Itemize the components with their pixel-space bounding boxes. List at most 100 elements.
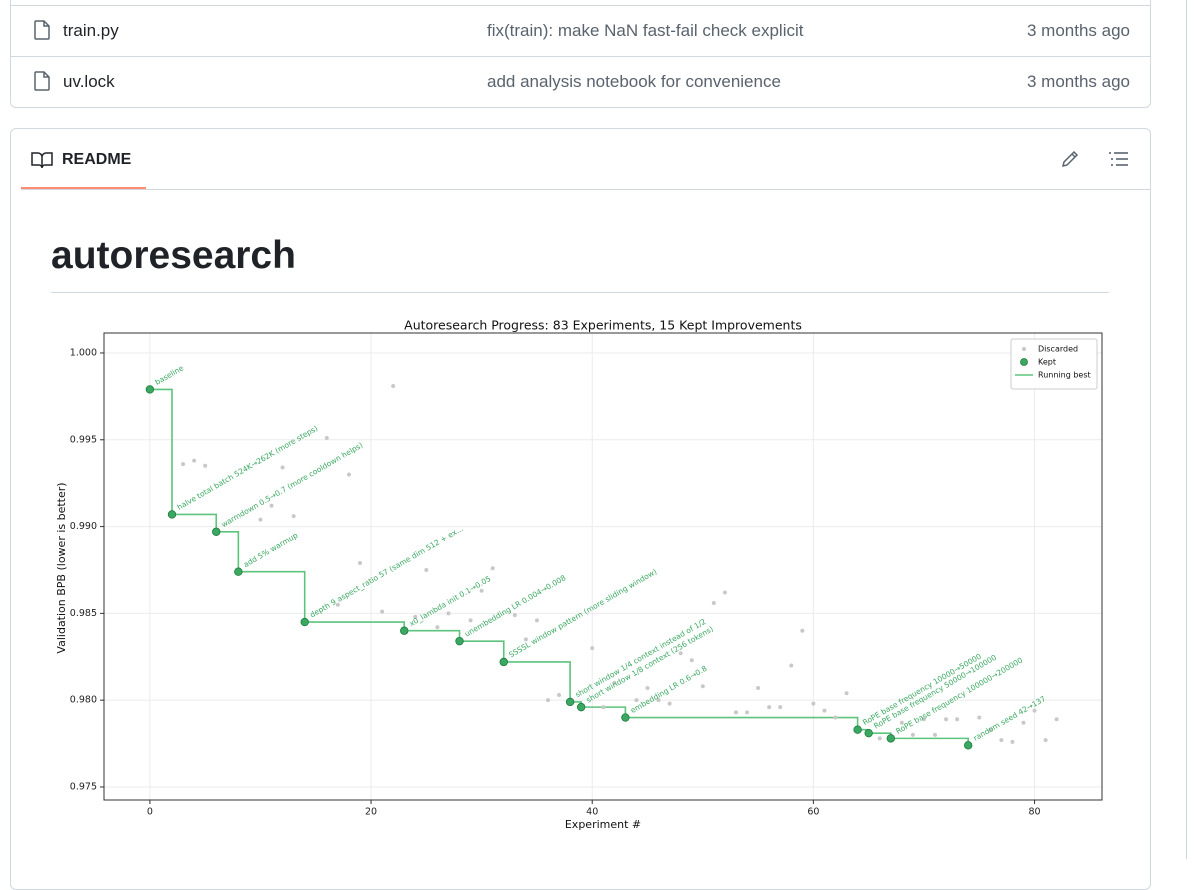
file-row: uv.lock add analysis notebook for conven… <box>11 56 1150 108</box>
discarded-point <box>745 710 750 715</box>
discarded-point <box>844 691 849 696</box>
discarded-point <box>944 717 949 722</box>
discarded-point <box>601 705 606 710</box>
kept-point <box>499 657 508 667</box>
discarded-point <box>203 463 208 468</box>
legend-swatch <box>1020 358 1028 366</box>
discarded-point <box>424 567 429 572</box>
commit-date: 3 months ago <box>1026 21 1130 40</box>
discarded-point <box>446 611 451 616</box>
kept-point <box>212 527 221 536</box>
discarded-point <box>523 637 528 642</box>
discarded-point <box>590 646 595 651</box>
y-tick-label: 0.990 <box>70 521 97 532</box>
discarded-point <box>1032 708 1037 713</box>
commit-message[interactable]: fix(train): make NaN fast-fail check exp… <box>487 21 804 40</box>
discarded-point <box>1021 720 1026 725</box>
discarded-point <box>1043 738 1048 743</box>
kept-point <box>886 734 895 743</box>
tab-underline <box>21 187 146 189</box>
x-tick-label: 60 <box>807 807 819 818</box>
y-tick-label: 0.975 <box>70 781 97 792</box>
x-tick-label: 0 <box>147 807 153 818</box>
discarded-point <box>733 710 738 715</box>
discarded-point <box>335 602 340 607</box>
point-annotation: halve total batch 524K→262K (more steps) <box>176 424 320 512</box>
discarded-point <box>612 680 617 685</box>
discarded-point <box>346 472 351 477</box>
file-name[interactable]: uv.lock <box>63 72 115 91</box>
discarded-point <box>999 738 1004 743</box>
x-tick-label: 20 <box>365 807 377 818</box>
legend-label: Running best <box>1038 371 1091 380</box>
discarded-point <box>800 628 805 633</box>
discarded-point <box>545 698 550 703</box>
point-annotation: short window 1/8 context (256 tokens) <box>585 624 715 704</box>
discarded-point <box>899 720 904 725</box>
discarded-point <box>634 698 639 703</box>
discarded-point <box>435 625 440 630</box>
legend-swatch <box>1022 347 1026 351</box>
point-annotation: random seed 42→137 <box>972 694 1048 743</box>
discarded-point <box>678 651 683 656</box>
x-tick-label: 80 <box>1028 807 1040 818</box>
discarded-point <box>479 588 484 593</box>
heading-rule <box>51 292 1109 293</box>
discarded-point <box>258 517 263 522</box>
kept-point <box>167 510 177 519</box>
kept-point <box>145 385 155 394</box>
legend-box <box>1010 338 1098 390</box>
file-icon <box>34 71 50 91</box>
outline-button[interactable] <box>1108 150 1130 168</box>
discarded-point <box>1010 739 1015 744</box>
edit-button[interactable] <box>1060 149 1080 169</box>
y-tick-label: 0.995 <box>70 434 97 445</box>
kept-point <box>400 626 409 635</box>
discarded-point <box>181 462 186 467</box>
discarded-point <box>822 708 827 713</box>
discarded-point <box>955 717 960 722</box>
discarded-point <box>645 686 650 691</box>
point-annotation: add 5% warmup <box>242 531 300 570</box>
discarded-point <box>291 514 296 519</box>
file-list: train.py fix(train): make NaN fast-fail … <box>10 0 1151 108</box>
kept-point <box>621 713 630 722</box>
file-icon <box>34 20 50 40</box>
discarded-point <box>280 465 285 470</box>
discarded-point <box>921 717 926 722</box>
readme-heading: autoresearch <box>51 234 296 277</box>
discarded-point <box>811 701 816 706</box>
discarded-point <box>667 701 672 706</box>
point-annotation: baseline <box>153 363 185 387</box>
discarded-point <box>689 658 694 663</box>
y-tick-label: 1.000 <box>70 347 97 358</box>
tab-border <box>21 189 1150 190</box>
y-axis-label: Validation BPB (lower is better) <box>55 482 68 653</box>
y-tick-label: 0.980 <box>70 695 97 706</box>
discarded-point <box>391 383 396 388</box>
discarded-point <box>656 698 661 703</box>
discarded-point <box>192 458 197 463</box>
discarded-point <box>778 705 783 710</box>
discarded-point <box>833 715 838 720</box>
discarded-point <box>534 618 539 623</box>
kept-point <box>300 617 309 627</box>
page: train.py fix(train): make NaN fast-fail … <box>10 0 1187 890</box>
readme-tab[interactable]: README <box>62 151 132 168</box>
legend-label: Kept <box>1038 358 1056 367</box>
kept-point <box>565 697 575 707</box>
legend-label: Discarded <box>1038 345 1078 354</box>
commit-message[interactable]: add analysis notebook for convenience <box>487 72 781 91</box>
sidebar-border <box>1186 0 1187 859</box>
discarded-point <box>988 727 993 732</box>
kept-point <box>234 567 243 576</box>
discarded-point <box>468 618 473 623</box>
book-icon <box>31 152 53 169</box>
discarded-point <box>711 600 716 605</box>
discarded-point <box>700 684 705 689</box>
discarded-point <box>380 609 385 614</box>
plot-frame <box>103 332 1103 801</box>
discarded-point <box>490 566 495 571</box>
discarded-point <box>767 705 772 710</box>
file-name[interactable]: train.py <box>63 21 119 40</box>
